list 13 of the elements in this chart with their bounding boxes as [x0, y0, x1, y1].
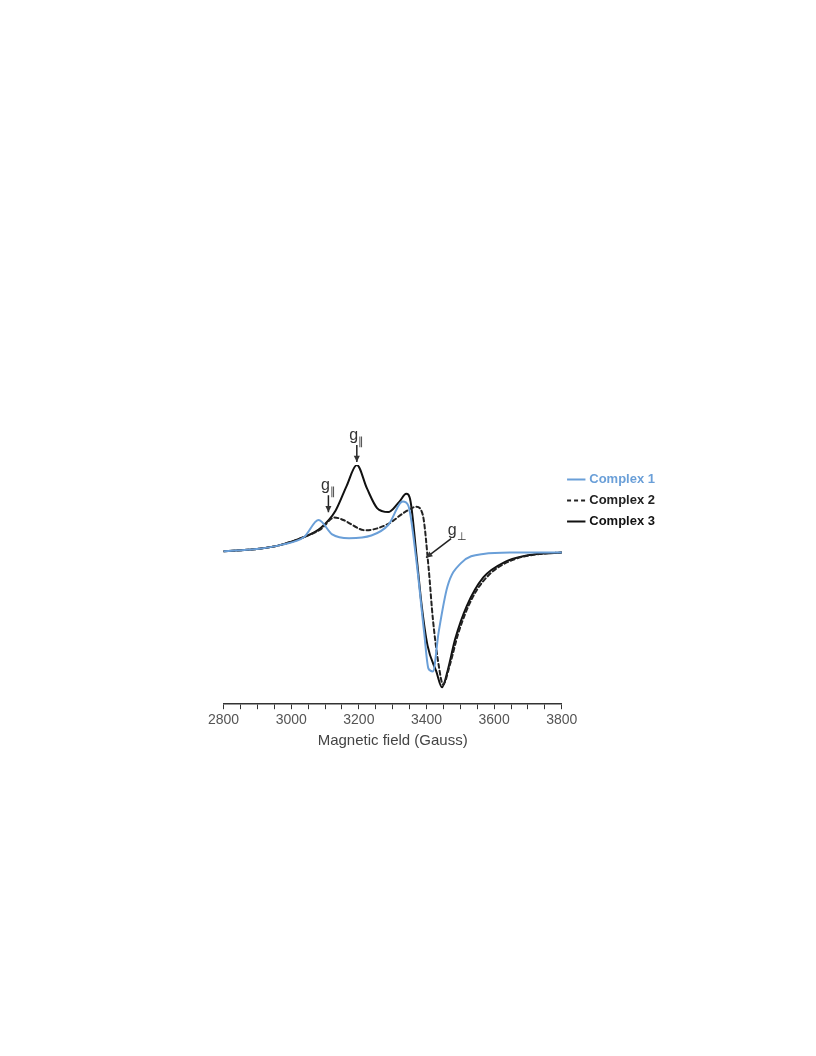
annotation: g∥	[349, 426, 365, 448]
x-tick-label: 3400	[410, 711, 443, 728]
annotation: g∥	[320, 476, 336, 499]
x-tick-label: 3600	[478, 711, 510, 728]
x-tick-label: 3200	[343, 711, 375, 728]
x-tick-label: 3000	[275, 711, 307, 728]
x-tick-label: 3800	[546, 711, 578, 728]
legend-label: Complex 1	[589, 471, 656, 487]
x-tick-label: 2800	[207, 711, 240, 728]
x-axis-title: Magnetic field (Gauss)	[317, 731, 468, 749]
annotation: g⊥	[447, 520, 467, 542]
legend-label: Complex 3	[589, 513, 656, 529]
legend-label: Complex 2	[589, 492, 656, 508]
